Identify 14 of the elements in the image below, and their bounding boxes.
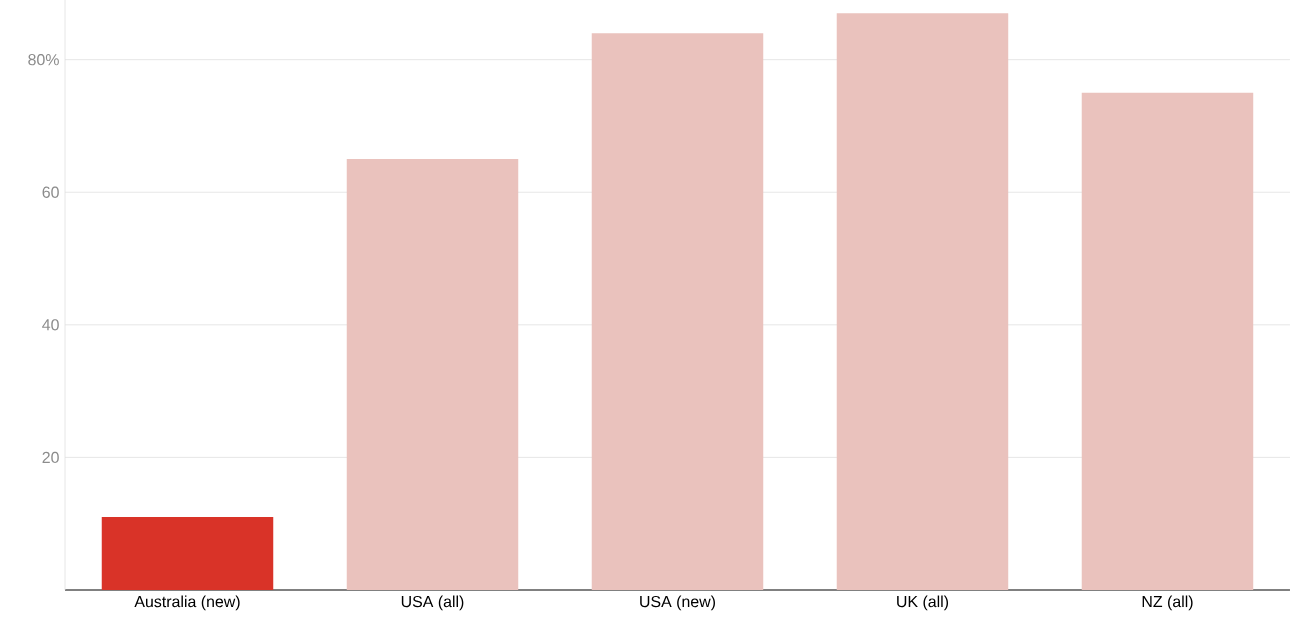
bar [101, 517, 274, 590]
x-tick-label: Australia (new) [134, 595, 240, 611]
y-tick-label: 60 [42, 186, 59, 198]
x-tick-label: USA (new) [640, 595, 715, 611]
x-tick-label: UK (all) [897, 595, 949, 611]
x-tick-label: NZ (all) [1142, 595, 1193, 611]
x-tick-label: USA (all) [401, 595, 464, 611]
y-tick-label: 40 [42, 319, 59, 331]
bar [346, 159, 519, 590]
bar [591, 33, 764, 590]
y-tick-label: 20 [42, 451, 59, 464]
bar [1081, 92, 1254, 590]
y-tick-label: 80% [28, 54, 59, 66]
bar [836, 13, 1009, 590]
